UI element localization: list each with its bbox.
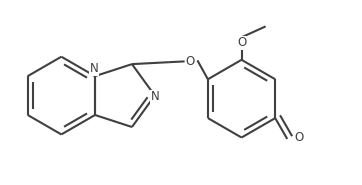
Text: N: N (90, 62, 98, 75)
Text: O: O (186, 55, 195, 68)
Text: O: O (294, 132, 304, 144)
Text: N: N (151, 90, 160, 103)
Text: O: O (237, 36, 246, 49)
